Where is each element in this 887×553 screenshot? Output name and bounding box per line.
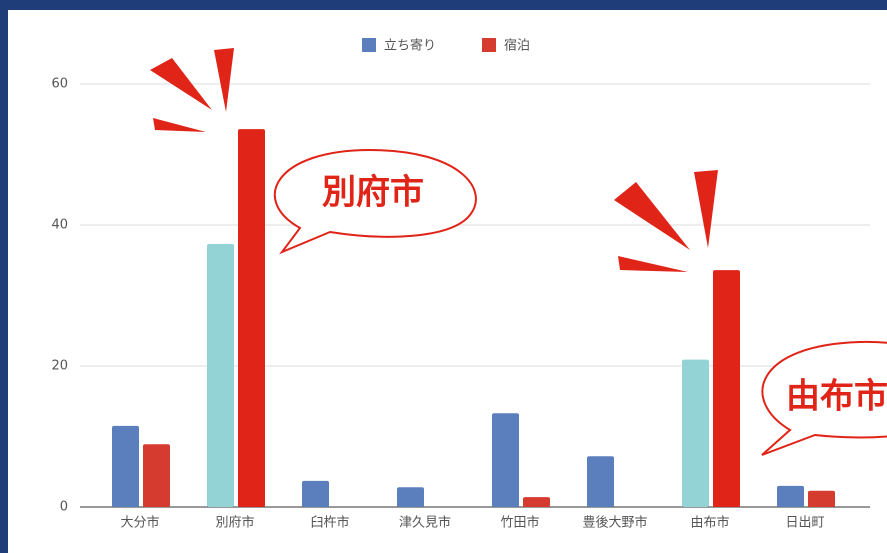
bar — [207, 244, 234, 507]
bar — [523, 497, 550, 507]
x-tick-label: 由布市 — [690, 515, 729, 531]
y-tick-label: 60 — [51, 77, 68, 92]
bar — [397, 487, 424, 507]
x-tick-label: 日出町 — [785, 516, 824, 531]
y-tick-label: 0 — [60, 500, 68, 515]
chart-background — [8, 10, 887, 553]
legend-label: 立ち寄り — [384, 38, 436, 54]
bar — [587, 456, 614, 507]
x-tick-label: 別府市 — [215, 515, 254, 531]
spike — [153, 118, 206, 132]
x-tick-label: 豊後大野市 — [582, 515, 647, 531]
spike — [618, 256, 688, 272]
spike — [614, 182, 690, 250]
speech-bubble — [761, 340, 887, 456]
spike — [694, 170, 718, 248]
y-tick-label: 20 — [51, 359, 68, 374]
bar — [492, 413, 519, 507]
y-tick-label: 40 — [51, 218, 68, 233]
x-tick-label: 大分市 — [120, 515, 159, 531]
bar — [682, 359, 709, 507]
annotation: 由布市 — [786, 377, 887, 417]
bar — [238, 129, 265, 507]
spike — [214, 48, 234, 112]
annotation: 別府市 — [322, 173, 424, 213]
bar — [302, 480, 329, 507]
decorations — [150, 48, 887, 456]
x-tick-label: 竹田市 — [500, 515, 539, 531]
x-tick-label: 津久見市 — [399, 515, 451, 531]
legend-swatch — [362, 38, 376, 52]
bar — [112, 425, 139, 507]
legend-label: 宿泊 — [504, 38, 530, 54]
bar — [143, 444, 170, 507]
bar — [713, 270, 740, 507]
spike — [150, 58, 212, 110]
legend-swatch — [482, 38, 496, 52]
bar — [777, 485, 804, 507]
x-tick-label: 臼杵市 — [310, 515, 349, 531]
bar — [808, 490, 835, 507]
speech-bubble — [273, 148, 477, 255]
